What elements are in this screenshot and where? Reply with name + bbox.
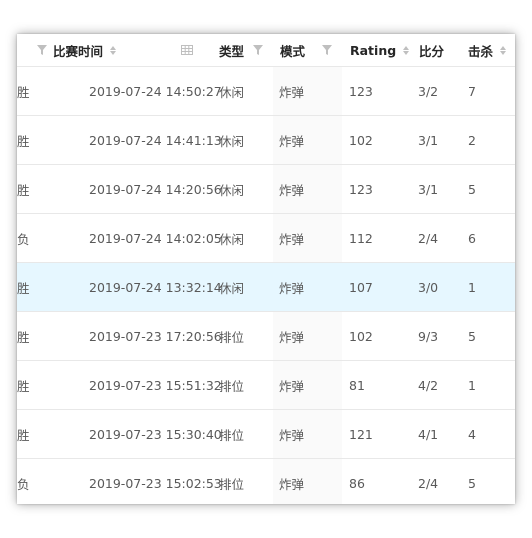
type-cell: 休闲 (203, 164, 273, 214)
column-label-type: 类型 (219, 43, 245, 59)
match-history-table: 比赛时间 类型 (17, 34, 515, 504)
score-cell: 9/3 (412, 311, 462, 361)
mode-cell: 炸弹 (273, 458, 342, 504)
score-cell: 4/2 (412, 360, 462, 410)
datetime-cell: 2019-07-23 17:20:56 (53, 311, 222, 361)
score-cell: 2/4 (412, 213, 462, 263)
filter-icon[interactable] (37, 45, 47, 55)
score-cell: 3/1 (412, 164, 462, 214)
datetime-cell: 2019-07-23 15:30:40 (53, 409, 222, 459)
mode-cell: 炸弹 (273, 311, 342, 361)
result-cell: 胜 (17, 115, 53, 165)
sort-icon[interactable] (500, 45, 507, 55)
kills-cell: 1 (462, 262, 515, 312)
calendar-filter-icon[interactable] (181, 45, 193, 55)
column-label-score: 比分 (419, 43, 445, 59)
type-cell: 排位 (203, 360, 273, 410)
kills-cell: 1 (462, 360, 515, 410)
filter-icon[interactable] (322, 45, 332, 55)
rating-cell: 112 (342, 213, 412, 263)
table-row[interactable]: 胜 2019-07-24 14:50:27 休闲 炸弹 123 3/2 7 (17, 66, 515, 116)
datetime-cell: 2019-07-23 15:51:32 (53, 360, 222, 410)
column-label-rating: Rating (350, 42, 397, 58)
column-label-kills: 击杀 (468, 43, 494, 59)
mode-cell: 炸弹 (273, 360, 342, 410)
column-header-rating[interactable]: Rating (342, 34, 412, 67)
type-cell: 排位 (203, 409, 273, 459)
datetime-cell: 2019-07-24 13:32:14 (53, 262, 222, 312)
table-row[interactable]: 胜 2019-07-23 17:20:56 排位 炸弹 102 9/3 5 (17, 311, 515, 361)
score-cell: 3/1 (412, 115, 462, 165)
sort-icon[interactable] (110, 45, 117, 55)
mode-cell: 炸弹 (273, 115, 342, 165)
mode-cell: 炸弹 (273, 66, 342, 116)
column-header-type[interactable]: 类型 (203, 34, 273, 67)
datetime-cell: 2019-07-24 14:20:56 (53, 164, 222, 214)
type-cell: 休闲 (203, 213, 273, 263)
type-cell: 休闲 (203, 115, 273, 165)
filter-icon[interactable] (253, 45, 263, 55)
rating-cell: 81 (342, 360, 412, 410)
kills-cell: 6 (462, 213, 515, 263)
table-row[interactable]: 负 2019-07-24 14:02:05 休闲 炸弹 112 2/4 6 (17, 213, 515, 263)
match-history-table-card: 比赛时间 类型 (17, 34, 515, 504)
table-row[interactable]: 胜 2019-07-24 14:20:56 休闲 炸弹 123 3/1 5 (17, 164, 515, 214)
kills-cell: 5 (462, 458, 515, 504)
mode-cell: 炸弹 (273, 213, 342, 263)
result-cell: 胜 (17, 66, 53, 116)
table-row[interactable]: 负 2019-07-23 15:02:53 排位 炸弹 86 2/4 5 (17, 458, 515, 504)
kills-cell: 5 (462, 311, 515, 361)
column-header-kills[interactable]: 击杀 (462, 34, 515, 67)
mode-cell: 炸弹 (273, 262, 342, 312)
kills-cell: 2 (462, 115, 515, 165)
column-header-result (17, 34, 53, 67)
kills-cell: 4 (462, 409, 515, 459)
result-cell: 胜 (17, 360, 53, 410)
rating-cell: 102 (342, 311, 412, 361)
score-cell: 3/2 (412, 66, 462, 116)
rating-cell: 86 (342, 458, 412, 504)
table-row-highlighted[interactable]: 胜 2019-07-24 13:32:14 休闲 炸弹 107 3/0 1 (17, 262, 515, 312)
result-cell: 负 (17, 458, 53, 504)
result-cell: 胜 (17, 262, 53, 312)
column-header-score: 比分 (412, 34, 462, 67)
column-label-mode: 模式 (280, 43, 306, 59)
result-cell: 负 (17, 213, 53, 263)
kills-cell: 5 (462, 164, 515, 214)
kills-cell: 7 (462, 66, 515, 116)
table-row[interactable]: 胜 2019-07-24 14:41:13 休闲 炸弹 102 3/1 2 (17, 115, 515, 165)
datetime-cell: 2019-07-24 14:50:27 (53, 66, 222, 116)
rating-cell: 121 (342, 409, 412, 459)
column-header-mode[interactable]: 模式 (273, 34, 342, 67)
column-header-datetime[interactable]: 比赛时间 (53, 34, 203, 67)
mode-cell: 炸弹 (273, 409, 342, 459)
rating-cell: 123 (342, 66, 412, 116)
type-cell: 排位 (203, 458, 273, 504)
mode-cell: 炸弹 (273, 164, 342, 214)
datetime-cell: 2019-07-24 14:41:13 (53, 115, 222, 165)
table-row[interactable]: 胜 2019-07-23 15:30:40 排位 炸弹 121 4/1 4 (17, 409, 515, 459)
score-cell: 3/0 (412, 262, 462, 312)
sort-icon[interactable] (403, 45, 410, 55)
table-header-row: 比赛时间 类型 (17, 34, 515, 67)
table-row[interactable]: 胜 2019-07-23 15:51:32 排位 炸弹 81 4/2 1 (17, 360, 515, 410)
rating-cell: 123 (342, 164, 412, 214)
type-cell: 休闲 (203, 66, 273, 116)
column-label-datetime: 比赛时间 (53, 43, 104, 59)
score-cell: 2/4 (412, 458, 462, 504)
type-cell: 休闲 (203, 262, 273, 312)
result-cell: 胜 (17, 311, 53, 361)
result-cell: 胜 (17, 409, 53, 459)
rating-cell: 107 (342, 262, 412, 312)
rating-cell: 102 (342, 115, 412, 165)
result-cell: 胜 (17, 164, 53, 214)
type-cell: 排位 (203, 311, 273, 361)
datetime-cell: 2019-07-24 14:02:05 (53, 213, 222, 263)
score-cell: 4/1 (412, 409, 462, 459)
datetime-cell: 2019-07-23 15:02:53 (53, 458, 222, 504)
